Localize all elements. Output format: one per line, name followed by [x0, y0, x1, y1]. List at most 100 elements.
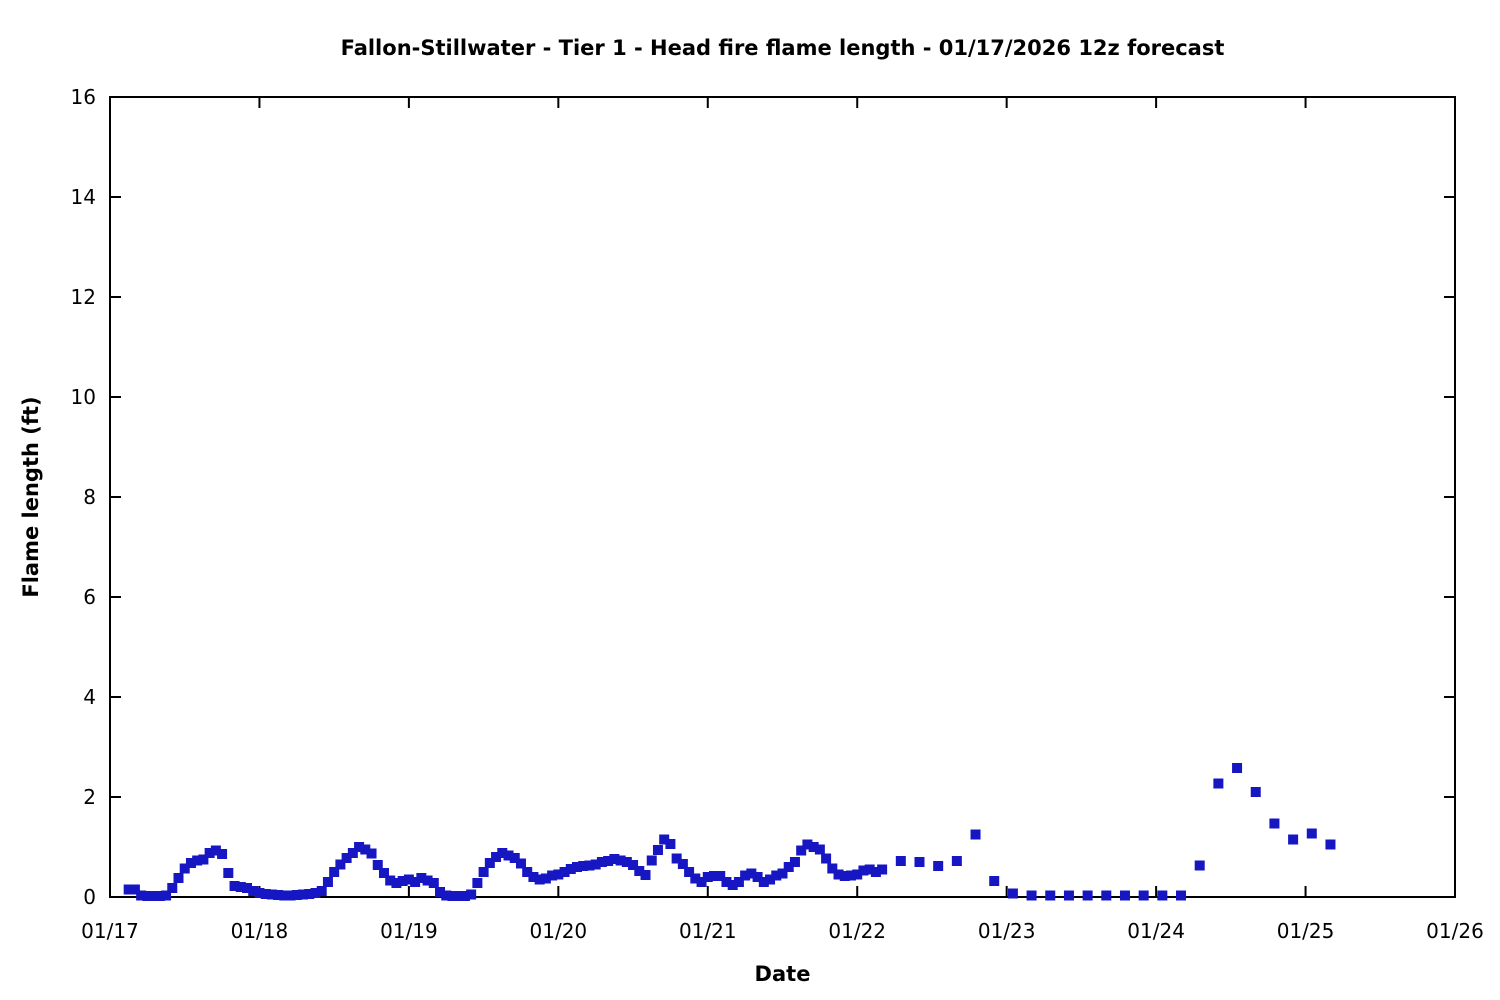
data-point [1306, 828, 1317, 839]
data-point [951, 856, 962, 866]
data-point [702, 872, 713, 882]
data-point [690, 873, 701, 884]
data-point [1138, 890, 1149, 901]
data-point [596, 857, 607, 867]
data-point [453, 891, 464, 901]
data-point [603, 856, 614, 866]
plot-border [109, 96, 1456, 898]
data-point [1194, 860, 1205, 871]
data-point [1007, 888, 1018, 899]
data-point [789, 857, 800, 867]
data-point [347, 848, 358, 858]
data-point [746, 868, 757, 879]
data-point [416, 873, 427, 883]
data-point [808, 842, 819, 852]
data-point [827, 863, 838, 874]
y-tick-label: 16 [71, 85, 96, 109]
data-point [484, 858, 495, 868]
data-point [989, 876, 1000, 886]
data-point [1045, 890, 1056, 901]
data-point [870, 867, 881, 877]
data-point [771, 870, 782, 881]
data-point [279, 890, 290, 901]
data-point [322, 877, 333, 887]
data-point [435, 887, 446, 897]
data-point [609, 854, 620, 864]
data-point [515, 858, 526, 869]
data-point [1157, 890, 1168, 901]
data-point [366, 848, 377, 859]
data-point [397, 876, 408, 886]
data-point [447, 891, 458, 901]
data-point [1213, 778, 1224, 789]
x-tick-label: 01/26 [1426, 919, 1484, 943]
x-axis-label: Date [754, 962, 811, 986]
data-point [584, 860, 595, 871]
data-point [547, 870, 558, 881]
x-tick-label: 01/24 [1127, 919, 1185, 943]
data-point [1176, 890, 1187, 901]
y-tick-label: 0 [83, 885, 96, 909]
data-point [223, 868, 234, 878]
data-point [914, 857, 925, 867]
data-point [304, 889, 315, 899]
data-point [534, 874, 545, 885]
data-point [553, 869, 564, 880]
data-point [1063, 890, 1074, 901]
data-point [478, 867, 489, 877]
data-point [459, 891, 470, 901]
data-point [192, 855, 203, 866]
data-point [198, 854, 209, 865]
data-point [721, 877, 732, 887]
data-point [1026, 890, 1037, 901]
data-point [173, 873, 184, 883]
y-tick-label: 8 [83, 485, 96, 509]
data-point [372, 860, 383, 870]
data-point [578, 861, 589, 871]
data-point [260, 889, 271, 899]
data-point [528, 872, 539, 882]
data-point [235, 882, 246, 892]
data-point [179, 863, 190, 874]
data-point [410, 877, 421, 887]
data-point [659, 834, 670, 845]
data-point [559, 867, 570, 877]
y-tick-label: 10 [71, 385, 96, 409]
data-point [497, 848, 508, 858]
data-point [933, 861, 944, 871]
data-point [1288, 834, 1299, 845]
data-point [1325, 839, 1336, 850]
data-point [740, 870, 751, 881]
data-point [491, 852, 502, 862]
data-point [845, 870, 856, 881]
data-point [210, 845, 221, 856]
data-point [161, 890, 172, 901]
data-point [248, 886, 259, 896]
data-point [852, 869, 863, 880]
data-point [310, 888, 321, 898]
data-point [895, 856, 906, 866]
data-point [640, 870, 651, 880]
data-point [1269, 818, 1280, 829]
data-point [285, 890, 296, 901]
data-point [142, 891, 153, 901]
data-point [241, 883, 252, 893]
data-point [665, 839, 676, 849]
data-point [814, 844, 825, 855]
data-point [802, 839, 813, 850]
data-point [634, 866, 645, 876]
data-point [148, 891, 159, 901]
data-point [385, 875, 396, 886]
x-tick-label: 01/20 [530, 919, 588, 943]
data-point [1232, 763, 1243, 773]
data-point [378, 868, 389, 878]
data-point [615, 855, 626, 866]
data-point [129, 884, 140, 895]
data-point [777, 868, 788, 879]
data-point [123, 884, 134, 895]
data-point [341, 853, 352, 863]
data-point [360, 844, 371, 855]
y-tick-label: 6 [83, 585, 96, 609]
